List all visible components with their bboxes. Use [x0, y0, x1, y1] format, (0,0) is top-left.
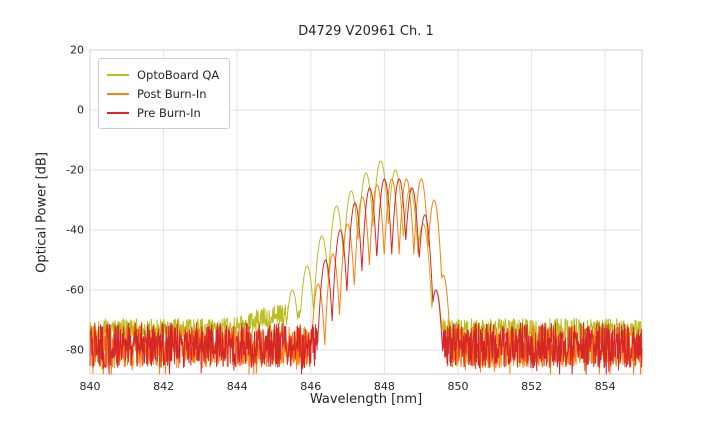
legend-label: Post Burn-In [137, 86, 207, 101]
y-tick-label: 0 [77, 103, 84, 117]
legend-label: OptoBoard QA [137, 67, 220, 82]
legend: OptoBoard QA Post Burn-In Pre Burn-In [98, 58, 231, 129]
x-tick-label: 840 [79, 380, 101, 393]
legend-item: Post Burn-In [107, 84, 219, 103]
y-tick-label: 20 [70, 43, 84, 57]
legend-item: OptoBoard QA [107, 65, 219, 84]
y-tick-label: -20 [66, 163, 84, 177]
x-tick-label: 846 [300, 380, 322, 393]
x-tick-label: 854 [594, 380, 616, 393]
legend-label: Pre Burn-In [137, 105, 201, 120]
y-tick-label: -40 [66, 223, 84, 237]
chart-title: D4729 V20961 Ch. 1 [298, 24, 434, 39]
x-tick-label: 844 [226, 380, 248, 393]
x-tick-label: 842 [153, 380, 175, 393]
x-tick-label: 848 [373, 380, 395, 393]
x-axis-label: Wavelength [nm] [309, 392, 423, 407]
legend-line-icon [107, 92, 129, 95]
legend-line-icon [107, 73, 129, 76]
y-tick-label: -80 [66, 343, 84, 357]
y-tick-label: -60 [66, 283, 84, 297]
legend-line-icon [107, 111, 129, 114]
x-tick-label: 850 [447, 380, 469, 393]
legend-item: Pre Burn-In [107, 103, 219, 122]
x-tick-label: 852 [521, 380, 543, 393]
